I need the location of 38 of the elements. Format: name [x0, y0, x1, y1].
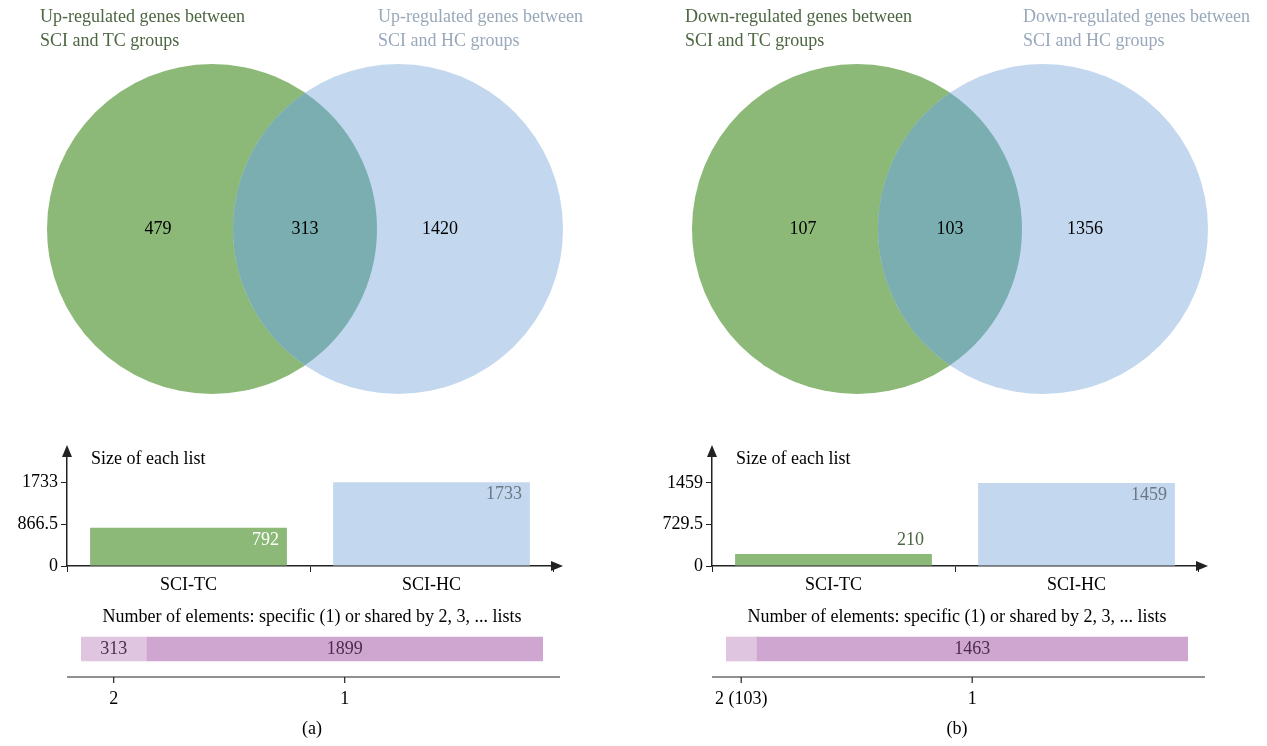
data-label: 479 [144, 217, 172, 238]
x-tick-label: SCI-TC [804, 573, 863, 594]
category-label: 1 [340, 687, 350, 708]
chart-title: Size of each list [91, 447, 206, 468]
data-label: 1356 [1067, 217, 1103, 238]
y-tick-label: 866.5 [17, 512, 58, 533]
text: Down-regulated genes between SCI and TC groups [685, 5, 913, 52]
text: Down-regulated genes between SCI and HC groups [1023, 5, 1251, 52]
data-label: 1899 [326, 637, 363, 658]
data-label: 1733 [485, 483, 522, 504]
data-label: 313 [291, 217, 319, 238]
text: Up-regulated genes between SCI and HC groups [378, 5, 584, 52]
data-label: 107 [789, 217, 817, 238]
data-label: 313 [100, 637, 128, 658]
y-tick-label: 729.5 [662, 513, 703, 534]
data-label: 792 [251, 528, 279, 549]
text: Number of elements: specific (1) or shared by 2, 3, ... lists [747, 605, 1167, 627]
y-tick-label: 0 [694, 554, 703, 575]
data-label: 1459 [1130, 483, 1167, 504]
chart-title: Size of each list [736, 447, 851, 468]
data-label: 210 [896, 528, 924, 549]
x-tick-label: SCI-TC [159, 573, 218, 594]
y-tick-label: 1733 [22, 471, 58, 492]
text: (a) [302, 717, 322, 739]
x-tick-label: SCI-HC [401, 573, 462, 594]
data-label: 103 [936, 217, 964, 238]
data-label: 1463 [954, 637, 991, 658]
data-label: 1420 [422, 217, 458, 238]
text: (b) [946, 717, 968, 739]
x-tick-label: SCI-HC [1046, 573, 1107, 594]
y-tick-label: 1459 [667, 471, 703, 492]
category-label: 2 [109, 687, 119, 708]
y-tick-label: 0 [49, 554, 58, 575]
text: Up-regulated genes between SCI and TC groups [40, 5, 246, 52]
data-label: (103) [728, 687, 768, 709]
category-label: 1 [967, 687, 977, 708]
category-label: 2 [714, 687, 724, 708]
text: Number of elements: specific (1) or shared by 2, 3, ... lists [102, 605, 522, 627]
